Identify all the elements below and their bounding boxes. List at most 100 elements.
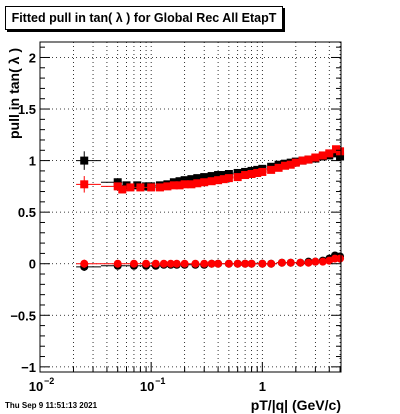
x-tick-exponent: −2 [44, 376, 54, 386]
series-1-point [258, 167, 267, 176]
series-3-point [191, 259, 200, 268]
x-tick-label: 1 [259, 379, 266, 394]
series-1-point [241, 171, 250, 180]
series-0-point [113, 178, 122, 187]
series-1-point [147, 183, 156, 192]
series-0-point [193, 174, 202, 183]
series-1-point [187, 180, 196, 189]
series-1-point [224, 174, 233, 183]
series-3-point [180, 259, 189, 268]
series-3-point [311, 257, 320, 266]
series-1-point [291, 158, 300, 167]
series-1-point [233, 173, 242, 182]
series-3-point [151, 259, 160, 268]
series-3-point [258, 259, 267, 268]
series-3-point [336, 254, 345, 263]
series-3-point [200, 259, 209, 268]
series-3-point [304, 258, 313, 267]
y-tick-label: 1.5 [18, 102, 36, 117]
series-1-point [118, 185, 127, 194]
x-tick-label: 10 [140, 379, 154, 394]
series-3-point [233, 259, 242, 268]
series-1-point [126, 183, 135, 192]
axis-ticks [39, 46, 341, 372]
y-axis-title: pull in tan( λ ) [6, 48, 22, 139]
series-3-point [129, 259, 138, 268]
series-0-point [187, 175, 196, 184]
series-3-point [318, 257, 327, 266]
series-1-point [332, 145, 341, 154]
series-1-point [214, 176, 223, 185]
series-1-point [80, 180, 89, 189]
series-1-point [318, 151, 327, 160]
plot-frame [39, 41, 342, 373]
x-tick-exponent: −1 [155, 376, 165, 386]
series-1-point [311, 153, 320, 162]
y-tick-label: 1 [29, 154, 36, 169]
series-3-point [241, 259, 250, 268]
series-1-point [247, 170, 256, 178]
series-3-point [267, 259, 276, 268]
series-1-point [219, 175, 228, 184]
series-1-point [304, 155, 313, 164]
series-0-point [180, 176, 189, 185]
series-3-point [172, 259, 181, 268]
series-1-point [325, 149, 334, 158]
series-1-point [175, 181, 184, 190]
series-0-point [336, 152, 345, 161]
y-tick-label: −1 [21, 360, 36, 375]
series-1-point [336, 147, 345, 156]
series-0-point [214, 171, 223, 180]
series-0-point [200, 173, 209, 182]
series-0-point [233, 168, 242, 177]
series-1-point [200, 178, 209, 187]
series-3-point [166, 259, 175, 268]
series-3-point [113, 259, 122, 268]
series-3-point [142, 259, 151, 268]
series-1-point [163, 182, 172, 191]
series-0-point [207, 172, 216, 181]
series-1-point [180, 180, 189, 189]
grid [39, 42, 341, 372]
timestamp: Thu Sep 9 11:51:13 2021 [5, 401, 98, 410]
chart-title: Fitted pull in tan( λ ) for Global Rec A… [11, 11, 277, 25]
series-1-point [267, 165, 276, 174]
series-3-point [277, 258, 286, 267]
series-1-point [207, 177, 216, 186]
y-tick-label: 0 [29, 257, 36, 272]
series-1-point [253, 168, 262, 177]
series-3-point [159, 259, 168, 268]
series-3-point [80, 259, 89, 268]
series-1-point [169, 181, 178, 190]
y-tick-label: 0.5 [18, 205, 36, 220]
series-1-point [155, 183, 164, 192]
series-1-point [113, 182, 122, 191]
series-1-point [286, 160, 295, 169]
series-0-point [332, 149, 341, 158]
series-3-point [224, 259, 233, 268]
series-3-point [296, 258, 305, 267]
chart-title-box: Fitted pull in tan( λ ) for Global Rec A… [5, 6, 283, 30]
series-0-point [175, 177, 184, 186]
series-0-point [142, 182, 151, 191]
y-tick-label: −0.5 [10, 308, 36, 323]
series-3-point [247, 259, 256, 268]
data-layer [76, 145, 345, 271]
series-1-point [193, 179, 202, 188]
x-tick-label: 10 [29, 379, 43, 394]
series-1-point [274, 163, 283, 172]
series-3-point [207, 259, 216, 268]
series-3-point [286, 258, 295, 267]
series-3-point [214, 259, 223, 268]
series-1-point [298, 156, 307, 165]
series-1-point [281, 161, 290, 170]
y-tick-label: 2 [29, 50, 36, 65]
series-1-point [136, 183, 145, 192]
series-0-point [219, 171, 228, 180]
series-0-point [80, 156, 89, 165]
series-0-point [224, 170, 233, 178]
x-axis-title: pT/|q| (GeV/c) [251, 397, 341, 413]
